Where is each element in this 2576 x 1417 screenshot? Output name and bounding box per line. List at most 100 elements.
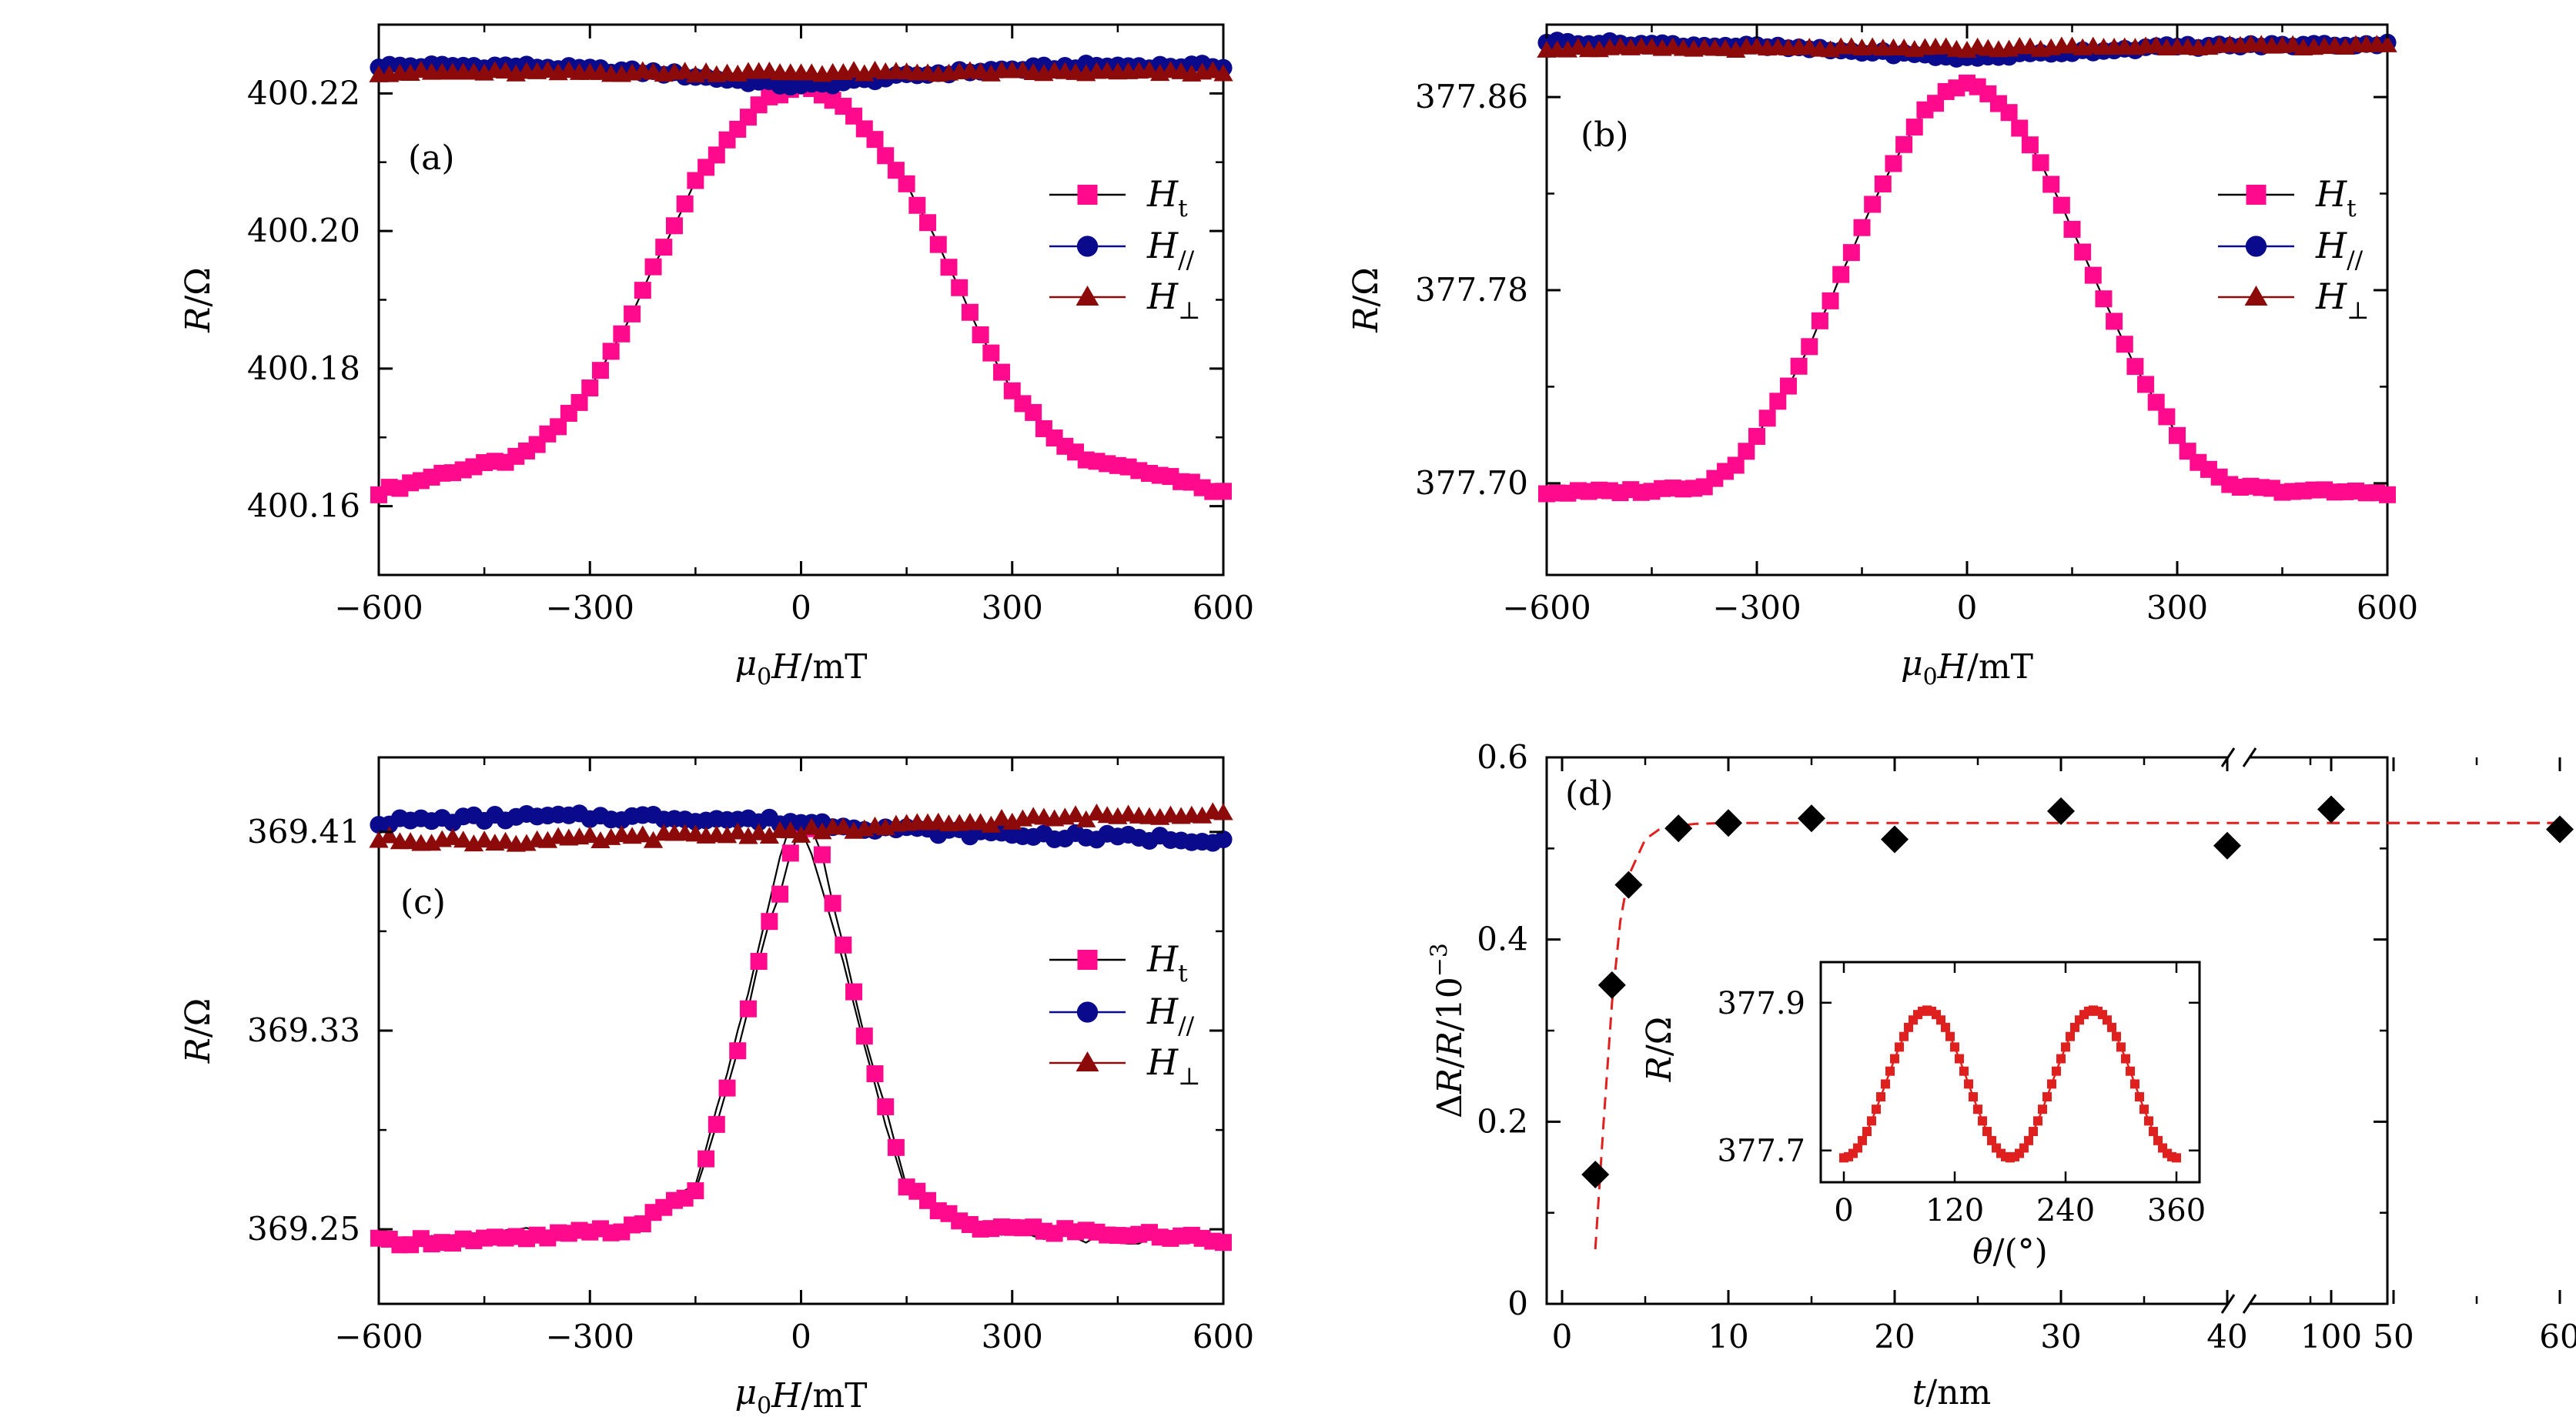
data-point [687, 1182, 704, 1200]
data-point [696, 62, 716, 80]
data-point [580, 826, 600, 844]
data-point [898, 175, 915, 192]
inset-data-point [2121, 1054, 2130, 1064]
data-point [781, 844, 799, 862]
inset-data-point [2172, 1153, 2181, 1163]
inset-data-point [1899, 1031, 1909, 1041]
data-point [1885, 155, 1902, 172]
y-axis-label: R/Ω [179, 267, 218, 333]
data-point [919, 214, 937, 232]
axis-break-mark [2242, 747, 2257, 767]
legend-marker [1076, 236, 1099, 257]
x-tick-label: 20 [1874, 1318, 1915, 1355]
inset-data-point [2112, 1031, 2121, 1041]
panel-label: (c) [400, 883, 446, 922]
data-point [1758, 409, 1776, 427]
data-point [708, 146, 725, 164]
data-point [1790, 357, 1808, 375]
data-point [1798, 804, 1825, 833]
inset-data-point [2107, 1022, 2116, 1032]
x-tick-label: 50 [2373, 1318, 2414, 1355]
data-point [550, 418, 567, 436]
x-tick-label: 300 [2146, 589, 2208, 627]
data-point [1905, 119, 1923, 136]
data-point [1811, 312, 1828, 329]
data-point [1874, 175, 1892, 192]
data-point [2283, 35, 2303, 52]
data-point [1003, 382, 1021, 399]
data-point [749, 823, 769, 841]
data-point [833, 817, 853, 834]
x-tick-label: 0 [1552, 1318, 1573, 1355]
data-point [1822, 292, 1839, 309]
data-point [644, 258, 662, 276]
data-point [570, 393, 588, 411]
y-tick-label: 377.70 [1415, 464, 1528, 502]
inset-data-point [2047, 1079, 2056, 1089]
y-tick-label: 369.41 [247, 813, 360, 851]
x-tick-label: −300 [1712, 589, 1801, 627]
data-point [2042, 175, 2060, 193]
inset-y-tick-label: 377.7 [1717, 1134, 1805, 1169]
data-point [1203, 61, 1223, 79]
y-axis-label: R/Ω [1347, 267, 1386, 333]
data-point [791, 825, 811, 843]
inset-data-point [2070, 1022, 2079, 1032]
series-line-return [378, 823, 1224, 1246]
data-point [877, 1098, 895, 1115]
data-point [1779, 377, 1797, 395]
inset-data-point [1876, 1092, 1885, 1102]
inset-data-point [1853, 1143, 1862, 1153]
inset-data-point [2144, 1116, 2153, 1126]
legend-label: Ht [1146, 173, 1188, 222]
data-point [1748, 427, 1765, 445]
x-axis-label: μ0H/mT [735, 1373, 868, 1417]
inset-data-point [2153, 1135, 2163, 1145]
inset-x-tick-label: 120 [1925, 1193, 1984, 1228]
x-tick-label: 0 [791, 589, 811, 627]
inset-data-point [1890, 1054, 1899, 1064]
data-point [474, 830, 494, 848]
series-line-0 [378, 85, 1224, 496]
inset-x-tick-label: 240 [2036, 1193, 2095, 1228]
data-point [728, 822, 748, 840]
data-point [812, 822, 832, 840]
data-point [771, 885, 789, 903]
inset-data-point [1978, 1116, 1987, 1126]
y-tick-label: 0.6 [1477, 738, 1528, 776]
y-axis-label: ΔR/R/10−3 [1427, 943, 1470, 1118]
panel-a: −600 −300 0 300 600 400.16 400.18 400.20 400.22 μ… [179, 23, 1254, 690]
inset-data-point [2019, 1143, 2029, 1153]
data-point [591, 362, 609, 379]
data-point [1214, 830, 1233, 849]
data-point [495, 61, 516, 79]
x-tick-label: 0 [1957, 589, 1978, 627]
inset-data-point [1955, 1054, 1964, 1064]
x-tick-label: 30 [2040, 1318, 2081, 1355]
data-point [2095, 290, 2113, 308]
legend-marker [1076, 1001, 1099, 1023]
data-point [1895, 135, 1913, 153]
data-point [761, 913, 778, 931]
data-point [781, 821, 801, 839]
data-point [581, 379, 599, 397]
inset-data-point [2033, 1116, 2042, 1126]
data-point [2379, 486, 2396, 503]
data-point [708, 1115, 725, 1133]
data-point [844, 61, 864, 79]
legend: HtH//H⊥ [2218, 173, 2370, 325]
panel-label: (b) [1581, 115, 1629, 155]
x-tick-label: −600 [334, 589, 423, 627]
inset-data-point [1862, 1127, 1872, 1137]
y-tick-label: 0.4 [1477, 921, 1528, 958]
data-point [1066, 805, 1086, 823]
data-point [908, 196, 926, 214]
data-point [835, 936, 852, 954]
y-axis-label: R/Ω [179, 998, 218, 1064]
data-point [1832, 266, 1850, 283]
inset-data-point [2130, 1079, 2139, 1089]
legend-marker [1077, 950, 1098, 970]
data-point [643, 830, 664, 848]
data-point [877, 147, 895, 165]
y-tick-label: 400.16 [247, 487, 360, 525]
